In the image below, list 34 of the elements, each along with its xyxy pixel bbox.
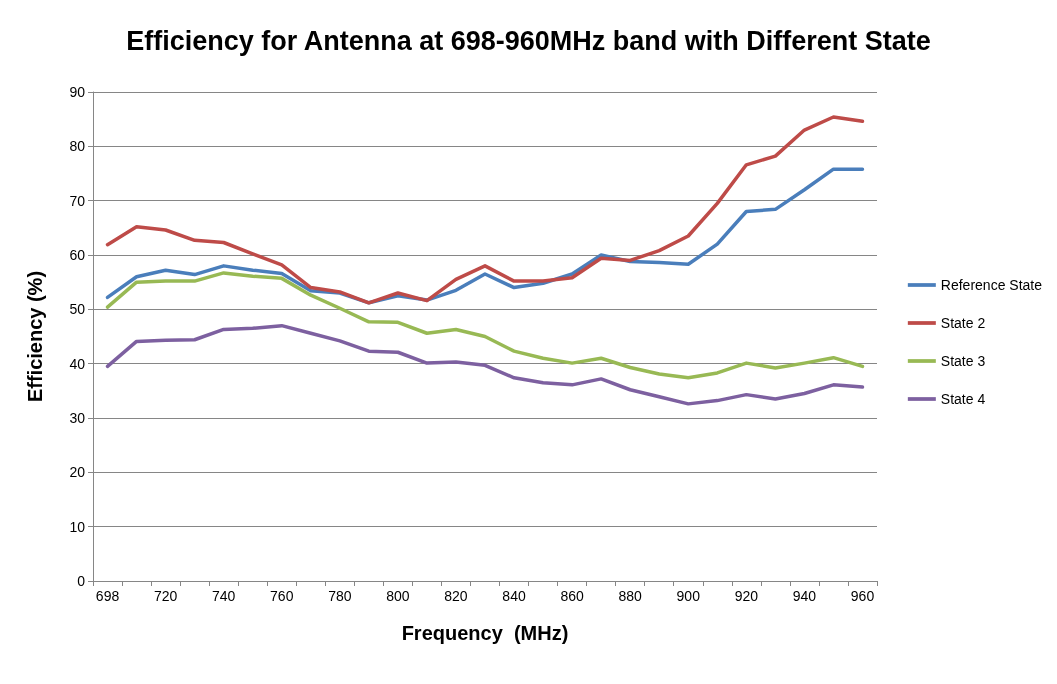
line-series [105,115,865,305]
x-tick-label: 800 [386,588,410,604]
x-tick-label: 880 [618,588,643,604]
y-axis-title: Efficiency (%) [24,270,46,403]
y-tick-label: 60 [69,247,86,263]
y-tick-label: 90 [69,84,86,100]
y-tick-label: 40 [69,355,86,372]
x-tick-label: 780 [328,588,352,604]
x-tick-label: 940 [792,588,817,604]
legend-label: State 2 [940,315,986,331]
x-tick-label: 740 [211,588,236,604]
y-tick-label: 30 [69,410,86,426]
x-tick-label: 840 [502,588,526,604]
legend-label: State 3 [940,353,986,369]
x-tick-label: 860 [560,588,584,604]
x-tick-label: 820 [444,588,468,604]
line-series [105,323,865,406]
legend-label: State 4 [940,391,986,407]
line-series [105,271,865,380]
x-tick-label: 720 [153,588,178,604]
x-tick-label: 698 [95,588,120,604]
x-tick-label: 920 [734,588,759,604]
y-tick-label: 0 [77,573,86,589]
y-tick-label: 50 [69,301,86,318]
y-tick-label: 80 [69,138,86,155]
x-tick-label: 960 [850,588,875,604]
y-tick-label: 10 [69,518,86,535]
chart-title: Efficiency for Antenna at 698-960MHz band with Different State [126,25,931,56]
x-tick-label: 760 [270,588,294,604]
x-tick-label: 900 [676,588,701,604]
legend-label: Reference State [940,277,1043,293]
x-axis-title: Frequency (MHz) [401,622,569,644]
y-tick-label: 20 [69,464,86,481]
y-tick-label: 70 [69,192,86,209]
